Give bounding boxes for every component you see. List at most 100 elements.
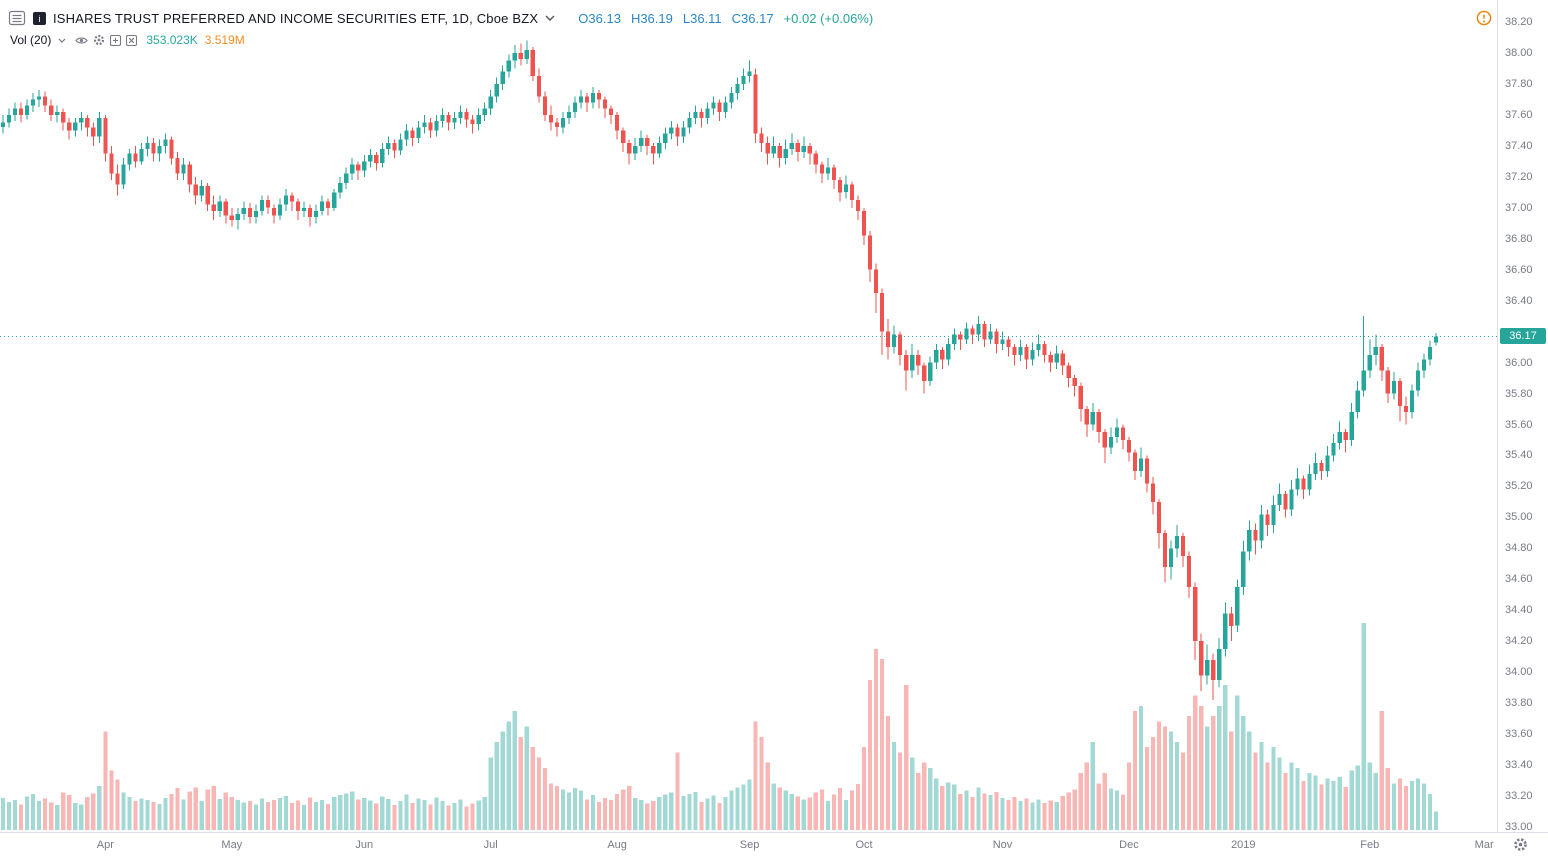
candle-up: [591, 93, 596, 103]
candle-up: [771, 145, 776, 154]
price-tick-label: 33.60: [1505, 728, 1533, 741]
candle-up: [1427, 347, 1433, 360]
volume-bar: [91, 793, 96, 830]
candle-up: [1313, 463, 1318, 474]
volume-bar: [934, 778, 939, 831]
volume-bar: [603, 797, 608, 830]
candle-up: [1217, 649, 1222, 680]
candle-down: [970, 328, 975, 335]
eye-icon[interactable]: [75, 36, 89, 45]
candle-up: [1108, 436, 1113, 448]
candle-down: [1211, 659, 1216, 680]
volume-bar: [314, 802, 319, 830]
alert-icon[interactable]: [1476, 10, 1492, 26]
volume-bar: [651, 801, 656, 830]
volume-bar: [1042, 803, 1047, 830]
candle-up: [578, 96, 584, 103]
svg-text:i: i: [39, 14, 41, 24]
candle-down: [1126, 440, 1131, 453]
candle-down: [1379, 347, 1384, 371]
candle-up: [1355, 390, 1360, 413]
volume-bar: [892, 742, 897, 830]
legend-chevron-down-icon[interactable]: [58, 38, 66, 43]
volume-bar: [271, 800, 276, 830]
price-tick-label: 36.80: [1505, 232, 1533, 245]
candle-up: [506, 60, 511, 72]
indicator-label[interactable]: Vol (20): [10, 33, 52, 47]
volume-bar: [1379, 711, 1384, 830]
settings-icon[interactable]: [93, 34, 105, 46]
volume-bar: [259, 798, 264, 830]
time-axis[interactable]: Apr May Jun Jul Aug Sep Oct Nov Dec 2019 Feb Mar: [0, 832, 1548, 858]
candle-up: [1367, 354, 1372, 371]
settings-gear-icon[interactable]: [1512, 836, 1529, 853]
candle-up: [735, 83, 740, 94]
volume-bar: [548, 783, 553, 830]
volume-bar: [591, 794, 596, 830]
volume-bar: [1169, 731, 1174, 830]
volume-bar: [49, 802, 54, 830]
volume-bar: [849, 790, 855, 830]
volume-bar: [898, 752, 903, 830]
candle-down: [85, 118, 90, 128]
candle-up: [1175, 536, 1180, 549]
candle-up: [494, 83, 499, 97]
volume-bar: [1271, 747, 1276, 830]
candle-down: [922, 365, 927, 382]
candle-up: [657, 142, 662, 154]
volume-bar: [1331, 780, 1336, 830]
candle-down: [530, 49, 535, 77]
candle-down: [43, 96, 48, 106]
volume-bar: [1144, 747, 1150, 830]
candle-down: [223, 201, 228, 216]
volume-bar: [1175, 742, 1180, 830]
volume-bar: [61, 792, 66, 830]
candle-down: [548, 114, 553, 123]
time-tick-label: Feb: [1360, 839, 1380, 851]
volume-bar: [1361, 623, 1366, 830]
volume-bar: [795, 796, 800, 830]
close-icon[interactable]: [126, 34, 138, 46]
candle-up: [6, 114, 12, 123]
add-icon[interactable]: [110, 34, 122, 46]
price-axis[interactable]: 36.17 38.20 38.00 37.80 37.60 37.40 37.20 37.0…: [1497, 0, 1548, 833]
volume-bar: [1277, 757, 1282, 830]
candle-up: [79, 118, 84, 123]
candle-down: [717, 102, 722, 112]
volume-bar: [855, 783, 861, 830]
volume-bar: [982, 793, 987, 830]
volume-bar: [1054, 802, 1059, 830]
chevron-down-icon[interactable]: [545, 15, 555, 21]
candle-up: [500, 71, 505, 84]
candle-up: [302, 207, 307, 211]
candle-up: [314, 210, 319, 218]
candle-down: [271, 207, 276, 216]
volume-bar: [645, 803, 650, 830]
candle-up: [512, 53, 517, 61]
candle-down: [1048, 354, 1053, 363]
volume-indicator-legend: Vol (20) 353.023K 3.519M: [10, 33, 245, 47]
candle-down: [1193, 587, 1198, 642]
volume-bar: [494, 742, 499, 830]
volume-bar: [6, 802, 12, 830]
volume-bar: [1319, 784, 1324, 830]
candle-down: [464, 111, 469, 120]
time-tick-label: Oct: [855, 839, 873, 851]
volume-bar: [121, 792, 126, 830]
candle-up: [693, 111, 698, 118]
candle-up: [976, 323, 981, 335]
volume-bar: [867, 679, 873, 830]
volume-bar: [326, 804, 331, 830]
volume-bar: [958, 793, 963, 830]
candle-down: [151, 142, 156, 154]
candle-down: [229, 215, 234, 221]
volume-bar: [1181, 752, 1186, 830]
volume-bar: [880, 659, 885, 830]
symbol-title[interactable]: ISHARES TRUST PREFERRED AND INCOME SECUR…: [53, 10, 539, 26]
volume-bar: [229, 796, 234, 830]
volume-bar: [994, 792, 999, 830]
price-tick-label: 37.80: [1505, 77, 1533, 90]
volume-bar: [572, 788, 578, 830]
menu-icon[interactable]: [8, 9, 26, 27]
